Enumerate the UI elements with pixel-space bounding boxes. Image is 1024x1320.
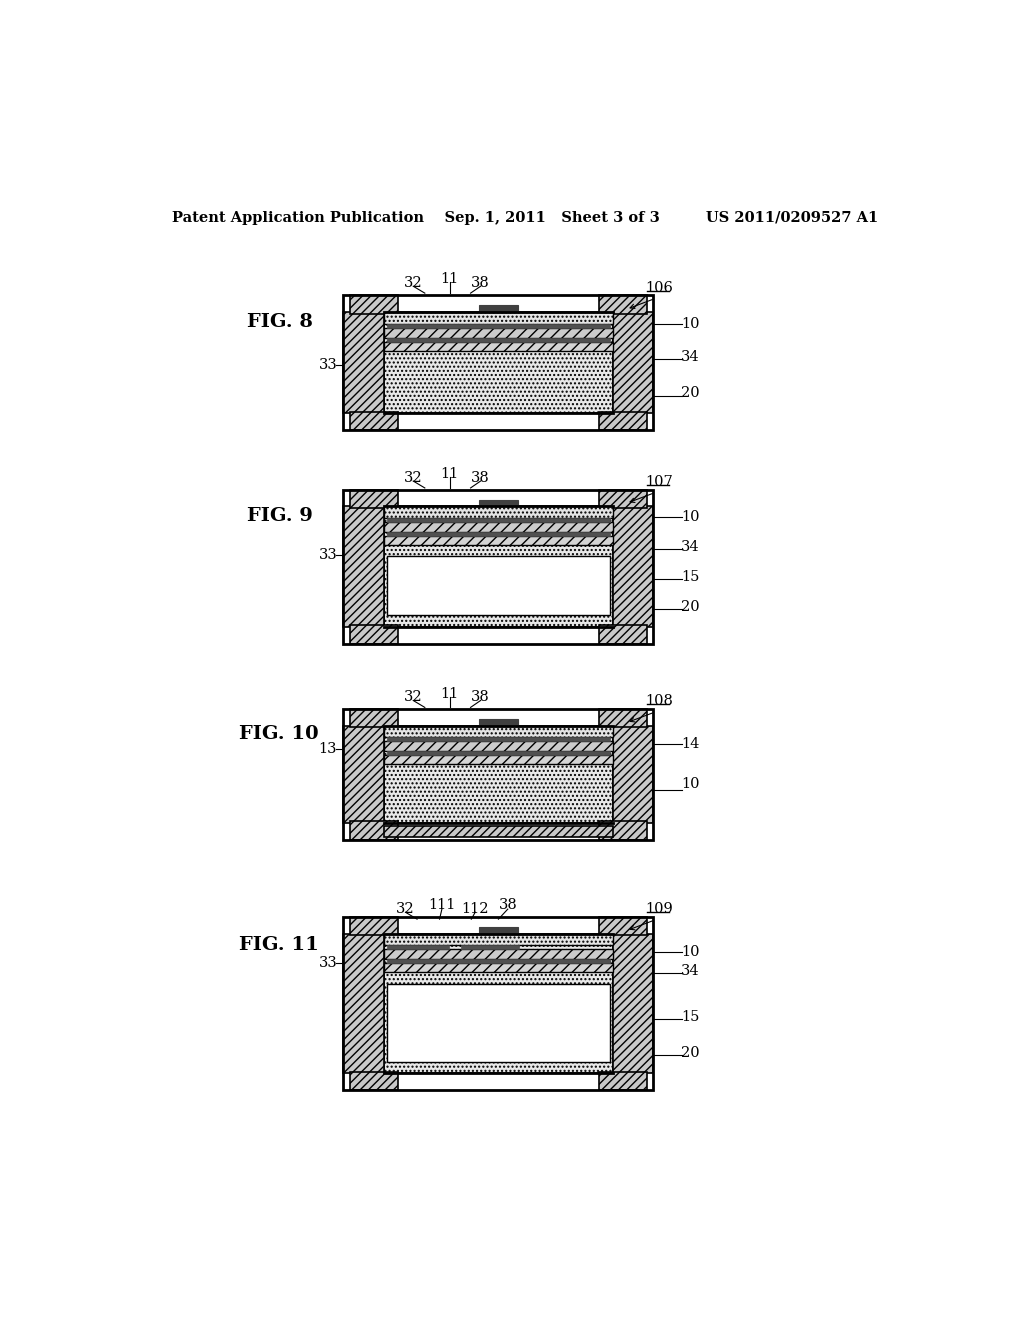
- Bar: [479, 499, 518, 507]
- Bar: [349, 917, 397, 936]
- Text: 38: 38: [471, 471, 490, 484]
- Text: 33: 33: [318, 548, 337, 562]
- Text: FIG. 8: FIG. 8: [247, 313, 312, 331]
- Bar: [613, 313, 653, 413]
- Bar: [387, 945, 449, 949]
- Bar: [343, 313, 384, 413]
- Bar: [349, 412, 397, 430]
- Bar: [384, 536, 613, 545]
- Text: 33: 33: [318, 358, 337, 372]
- Bar: [384, 327, 613, 338]
- Bar: [599, 296, 647, 314]
- Bar: [349, 296, 397, 314]
- Bar: [387, 323, 610, 327]
- Text: 34: 34: [681, 350, 700, 364]
- Bar: [349, 1072, 397, 1090]
- Bar: [384, 964, 613, 973]
- Text: 10: 10: [681, 511, 699, 524]
- Bar: [349, 821, 397, 840]
- Text: Patent Application Publication    Sep. 1, 2011   Sheet 3 of 3         US 2011/02: Patent Application Publication Sep. 1, 2…: [172, 211, 878, 226]
- Bar: [343, 709, 653, 840]
- Bar: [599, 917, 647, 936]
- Text: 38: 38: [499, 899, 517, 912]
- Bar: [479, 927, 518, 933]
- Bar: [384, 507, 613, 517]
- Bar: [387, 557, 610, 615]
- Bar: [479, 719, 518, 726]
- Bar: [613, 933, 653, 1073]
- Bar: [599, 626, 647, 644]
- Text: 38: 38: [471, 276, 490, 290]
- Bar: [479, 305, 518, 313]
- Text: 11: 11: [440, 686, 459, 701]
- Bar: [387, 338, 610, 342]
- Bar: [384, 342, 613, 351]
- Bar: [384, 826, 613, 837]
- Bar: [599, 709, 647, 727]
- Text: 107: 107: [645, 475, 673, 488]
- Bar: [387, 751, 610, 755]
- Text: 108: 108: [645, 694, 673, 709]
- Text: 11: 11: [440, 467, 459, 480]
- Bar: [343, 933, 384, 1073]
- Text: 38: 38: [471, 690, 490, 705]
- Text: 14: 14: [681, 737, 699, 751]
- Bar: [384, 742, 613, 751]
- Bar: [599, 490, 647, 508]
- Text: 32: 32: [396, 902, 415, 916]
- Text: 34: 34: [681, 540, 700, 554]
- Text: 15: 15: [681, 569, 699, 583]
- Text: FIG. 9: FIG. 9: [247, 507, 312, 525]
- Text: 112: 112: [462, 902, 488, 916]
- Bar: [349, 709, 397, 727]
- Text: FIG. 10: FIG. 10: [239, 726, 318, 743]
- Bar: [599, 1072, 647, 1090]
- Text: 32: 32: [403, 690, 423, 705]
- Bar: [343, 296, 653, 430]
- Bar: [387, 983, 610, 1061]
- Text: 32: 32: [403, 471, 423, 484]
- Text: 34: 34: [681, 964, 700, 978]
- Text: 109: 109: [645, 902, 673, 916]
- Text: 13: 13: [318, 742, 337, 756]
- Text: 33: 33: [318, 956, 337, 970]
- Bar: [384, 726, 613, 738]
- Bar: [384, 521, 613, 532]
- Text: 10: 10: [681, 776, 699, 791]
- Bar: [384, 755, 613, 764]
- Bar: [343, 726, 384, 822]
- Bar: [387, 532, 610, 536]
- Bar: [461, 945, 519, 949]
- Bar: [343, 917, 653, 1090]
- Bar: [613, 507, 653, 627]
- Text: 15: 15: [681, 1010, 699, 1024]
- Bar: [384, 933, 613, 1073]
- Bar: [343, 490, 653, 644]
- Bar: [384, 933, 613, 945]
- Text: 20: 20: [681, 599, 700, 614]
- Bar: [343, 507, 384, 627]
- Text: 111: 111: [428, 899, 456, 912]
- Bar: [384, 726, 613, 822]
- Bar: [387, 738, 610, 742]
- Text: 10: 10: [681, 317, 699, 331]
- Bar: [613, 726, 653, 822]
- Bar: [387, 960, 610, 964]
- Text: 10: 10: [681, 945, 699, 958]
- Text: 20: 20: [681, 387, 700, 400]
- Text: 11: 11: [440, 272, 459, 286]
- Text: 32: 32: [403, 276, 423, 290]
- Bar: [384, 507, 613, 627]
- Text: 106: 106: [645, 281, 673, 294]
- Text: FIG. 11: FIG. 11: [239, 936, 318, 954]
- Bar: [599, 412, 647, 430]
- Bar: [387, 517, 610, 521]
- Text: 20: 20: [681, 1047, 700, 1060]
- Bar: [349, 626, 397, 644]
- Bar: [384, 313, 613, 323]
- Bar: [384, 313, 613, 413]
- Bar: [384, 949, 613, 960]
- Bar: [599, 821, 647, 840]
- Bar: [349, 490, 397, 508]
